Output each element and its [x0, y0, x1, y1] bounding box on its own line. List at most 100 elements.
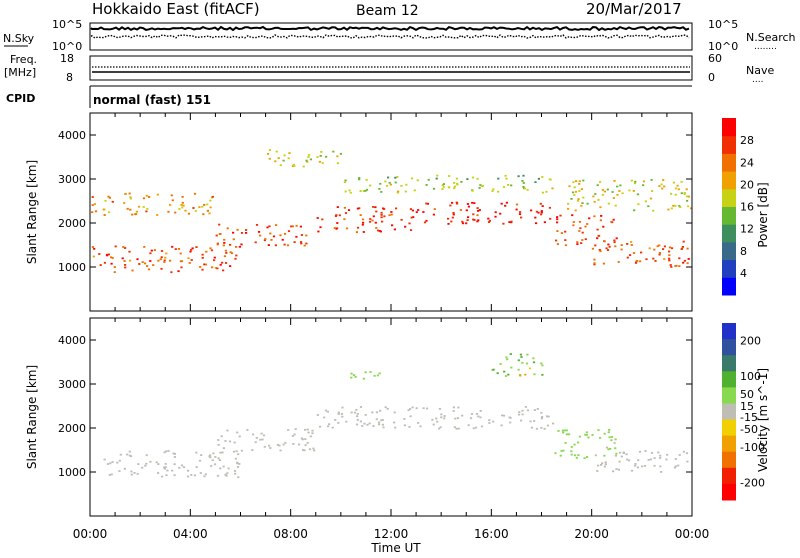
scatter-cell	[304, 438, 307, 440]
scatter-cell	[274, 244, 277, 247]
scatter-cell	[169, 204, 172, 206]
scatter-cell	[534, 216, 537, 219]
scatter-cell	[607, 448, 610, 451]
scatter-cell	[540, 411, 543, 414]
scatter-cell	[450, 220, 453, 223]
scatter-cell	[110, 262, 113, 265]
scatter-cell	[336, 206, 339, 208]
scatter-cell	[505, 177, 508, 180]
scatter-cell	[246, 429, 249, 431]
scatter-cell	[404, 225, 407, 228]
scatter-cell	[628, 189, 631, 192]
scatter-cell	[620, 455, 623, 458]
scatter-cell	[347, 209, 351, 211]
scatter-cell	[363, 422, 366, 425]
scatter-cell	[614, 438, 617, 441]
scatter-cell	[565, 429, 568, 432]
scatter-cell	[382, 207, 385, 210]
scatter-cell	[354, 376, 357, 378]
scatter-cell	[540, 426, 543, 429]
scatter-cell	[609, 447, 612, 450]
scatter-cell	[309, 158, 312, 161]
scatter-cell	[165, 252, 168, 255]
scatter-cell	[361, 223, 364, 226]
scatter-cell	[619, 451, 622, 454]
scatter-cell	[612, 218, 615, 221]
scatter-cell	[476, 220, 479, 223]
scatter-cell	[119, 453, 122, 456]
scatter-cell	[333, 227, 336, 229]
scatter-cell	[173, 463, 176, 466]
colorbar-tick-label: 8	[740, 245, 747, 258]
scatter-cell	[144, 262, 147, 265]
scatter-cell	[447, 223, 450, 225]
scatter-cell	[666, 453, 669, 456]
scatter-cell	[142, 197, 146, 200]
scatter-cell	[159, 258, 162, 261]
scatter-cell	[548, 178, 551, 181]
scatter-cell	[674, 204, 677, 207]
scatter-cell	[192, 207, 195, 209]
scatter-cell	[517, 413, 521, 416]
scatter-cell	[466, 203, 469, 205]
scatter-cell	[187, 469, 190, 472]
scatter-cell	[672, 204, 675, 207]
scatter-cell	[518, 411, 521, 413]
scatter-cell	[358, 178, 361, 181]
scatter-cell	[561, 429, 564, 432]
scatter-cell	[540, 417, 543, 420]
scatter-cell	[457, 427, 460, 430]
scatter-cell	[515, 208, 518, 211]
scatter-cell	[111, 257, 114, 259]
scatter-cell	[317, 230, 320, 233]
scatter-cell	[187, 257, 190, 260]
scatter-cell	[190, 248, 193, 251]
scatter-cell	[300, 437, 303, 440]
scatter-cell	[220, 435, 223, 438]
scatter-cell	[368, 220, 372, 223]
scatter-cell	[601, 193, 604, 196]
scatter-cell	[612, 197, 615, 199]
scatter-cell	[479, 184, 482, 186]
scatter-cell	[190, 474, 193, 476]
scatter-cell	[211, 459, 214, 462]
scatter-cell	[657, 451, 660, 454]
scatter-cell	[651, 190, 654, 192]
scatter-cell	[233, 441, 236, 444]
colorbar-swatch	[722, 435, 736, 453]
scatter-cell	[521, 409, 524, 412]
scatter-cell	[634, 463, 637, 465]
scatter-cell	[661, 187, 664, 190]
scatter-cell	[613, 239, 616, 242]
scatter-cell	[472, 213, 475, 216]
scatter-cell	[199, 472, 202, 474]
scatter-cell	[411, 406, 414, 409]
scatter-cell	[448, 175, 451, 177]
scatter-cell	[195, 246, 198, 248]
scatter-cell	[349, 191, 352, 194]
scatter-cell	[587, 436, 590, 439]
scatter-cell	[411, 209, 414, 212]
scatter-cell	[591, 247, 594, 250]
scatter-cell	[500, 202, 503, 205]
scatter-cell	[572, 221, 575, 223]
scatter-cell	[465, 209, 468, 212]
scatter-cell	[177, 270, 180, 273]
scatter-cell	[301, 438, 304, 441]
scatter-cell	[393, 228, 396, 231]
scatter-cell	[668, 259, 671, 262]
scatter-cell	[479, 416, 482, 419]
power-scatter	[91, 149, 693, 274]
scatter-cell	[307, 431, 310, 434]
scatter-cell	[574, 209, 577, 212]
scatter-cell	[499, 212, 502, 215]
x-tick-label: 16:00	[474, 527, 509, 541]
scatter-cell	[417, 422, 420, 424]
scatter-cell	[583, 457, 586, 460]
scatter-cell	[687, 258, 690, 260]
scatter-cell	[295, 235, 298, 238]
scatter-cell	[294, 428, 297, 430]
scatter-cell	[195, 451, 198, 454]
scatter-cell	[292, 443, 295, 445]
